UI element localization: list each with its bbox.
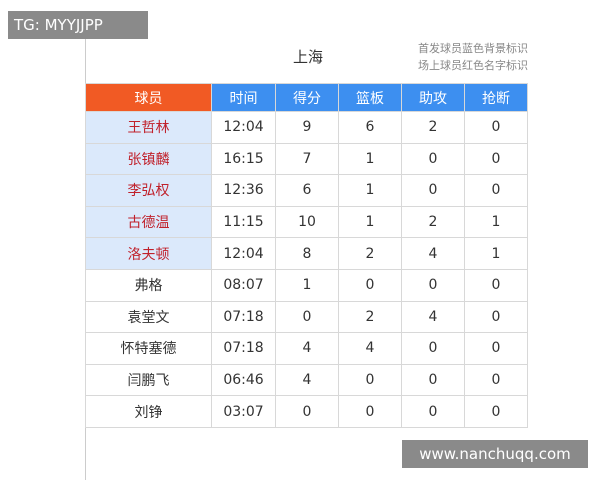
stat-cell: 1	[464, 205, 528, 239]
player-name: 李弘权	[85, 174, 212, 207]
stat-cell: 4	[275, 363, 339, 397]
stat-cell: 12:04	[211, 111, 276, 144]
player-name: 古德温	[85, 205, 212, 239]
player-name: 弗格	[85, 268, 212, 302]
stat-cell: 4	[401, 237, 465, 270]
stat-cell: 6	[275, 174, 339, 207]
column-header: 球员	[85, 83, 212, 112]
column-header: 得分	[275, 83, 339, 112]
stat-cell: 1	[338, 205, 402, 239]
stat-cell: 1	[275, 268, 339, 302]
stat-cell: 0	[401, 142, 465, 176]
stat-cell: 0	[464, 142, 528, 176]
stat-cell: 0	[464, 174, 528, 207]
stat-cell: 8	[275, 237, 339, 270]
stat-cell: 03:07	[211, 395, 276, 428]
header-row: 球员 时间 得分 篮板 助攻 抢断	[85, 83, 528, 112]
stat-cell: 4	[338, 332, 402, 365]
stat-cell: 0	[401, 174, 465, 207]
stat-cell: 2	[401, 205, 465, 239]
stat-cell: 9	[275, 111, 339, 144]
stat-cell: 0	[401, 363, 465, 397]
player-name: 王哲林	[85, 111, 212, 144]
player-name: 闫鹏飞	[85, 363, 212, 397]
stat-cell: 0	[275, 300, 339, 334]
player-name: 刘铮	[85, 395, 212, 428]
stat-cell: 07:18	[211, 332, 276, 365]
stat-cell: 0	[338, 268, 402, 302]
note: 首发球员蓝色背景标识	[418, 42, 528, 55]
player-row: 洛夫顿 12:04 8 2 4 1	[85, 237, 528, 270]
stat-cell: 0	[464, 395, 528, 428]
stat-cell: 1	[338, 174, 402, 207]
stat-cell: 10	[275, 205, 339, 239]
stat-cell: 0	[401, 332, 465, 365]
player-name: 张镇麟	[85, 142, 212, 176]
stat-cell: 1	[464, 237, 528, 270]
stat-cell: 0	[464, 300, 528, 334]
stat-cell: 2	[338, 300, 402, 334]
stat-cell: 07:18	[211, 300, 276, 334]
stat-cell: 12:04	[211, 237, 276, 270]
stat-cell: 4	[401, 300, 465, 334]
stats-table: 球员 时间 得分 篮板 助攻 抢断 王哲林 12:04 9 6 2 0 张镇麟 16:15 7 1 0 0 李弘权…	[85, 83, 528, 428]
player-row: 怀特塞德 07:18 4 4 0 0	[85, 332, 528, 365]
stat-cell: 6	[338, 111, 402, 144]
stat-cell: 2	[401, 111, 465, 144]
stat-cell: 12:36	[211, 174, 276, 207]
stat-cell: 16:15	[211, 142, 276, 176]
player-row: 王哲林 12:04 9 6 2 0	[85, 111, 528, 144]
stat-cell: 11:15	[211, 205, 276, 239]
stat-cell: 0	[464, 268, 528, 302]
team-title: 上海	[292, 48, 323, 66]
stat-cell: 0	[401, 395, 465, 428]
stat-cell: 06:46	[211, 363, 276, 397]
player-name: 洛夫顿	[85, 237, 212, 270]
stat-cell: 2	[338, 237, 402, 270]
player-name: 怀特塞德	[85, 332, 212, 365]
watermark: www.nanchuqq.com	[402, 440, 588, 468]
stat-cell: 0	[464, 363, 528, 397]
player-row: 李弘权 12:36 6 1 0 0	[85, 174, 528, 207]
player-row: 刘铮 03:07 0 0 0 0	[85, 395, 528, 428]
stat-cell: 0	[464, 332, 528, 365]
stat-cell: 0	[338, 363, 402, 397]
stat-cell: 0	[464, 111, 528, 144]
stat-cell: 0	[401, 268, 465, 302]
note: 场上球员红色名字标识	[418, 59, 528, 72]
stat-cell: 1	[338, 142, 402, 176]
player-row: 古德温 11:15 10 1 2 1	[85, 205, 528, 239]
stat-cell: 08:07	[211, 268, 276, 302]
player-name: 袁堂文	[85, 300, 212, 334]
stat-cell: 4	[275, 332, 339, 365]
stat-cell: 0	[275, 395, 339, 428]
player-row: 弗格 08:07 1 0 0 0	[85, 268, 528, 302]
player-row: 张镇麟 16:15 7 1 0 0	[85, 142, 528, 176]
stat-cell: 0	[338, 395, 402, 428]
column-header: 篮板	[338, 83, 402, 112]
column-header: 时间	[211, 83, 276, 112]
column-header: 抢断	[464, 83, 528, 112]
column-header: 助攻	[401, 83, 465, 112]
watermark: TG: MYYJJPP	[8, 11, 148, 39]
stat-cell: 7	[275, 142, 339, 176]
player-row: 袁堂文 07:18 0 2 4 0	[85, 300, 528, 334]
player-row: 闫鹏飞 06:46 4 0 0 0	[85, 363, 528, 397]
